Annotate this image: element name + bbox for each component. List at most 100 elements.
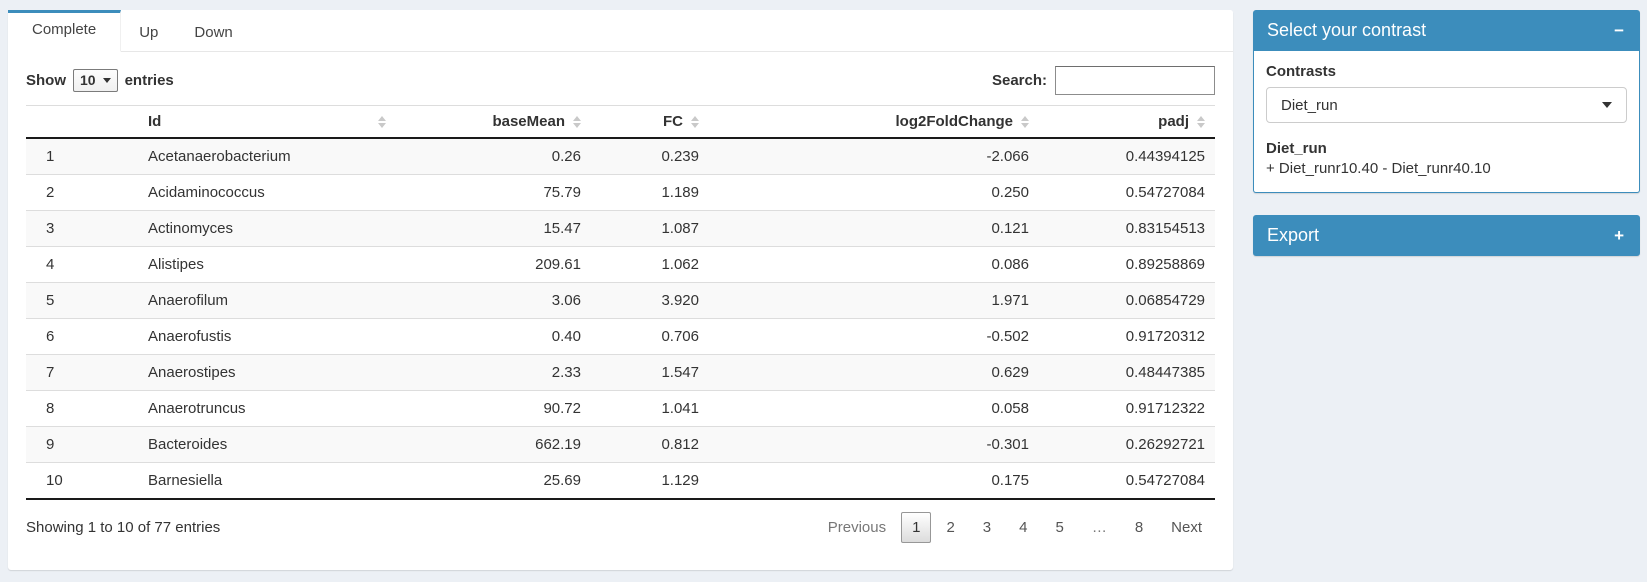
table-footer: Showing 1 to 10 of 77 entries Previous 1… [26,500,1215,549]
table-cell: 1.041 [661,400,699,417]
tab-up[interactable]: Up [139,24,159,41]
sort-icon [1021,115,1029,128]
page-length-control: Show 10 entries [26,69,174,92]
table-cell: 209.61 [535,256,581,273]
pagination-page[interactable]: 8 [1134,519,1144,536]
sidebar: Select your contrast − Contrasts Diet_ru… [1253,10,1640,582]
table-cell: 0.54727084 [1125,184,1205,201]
table-cell: 0.06854729 [1125,292,1205,309]
export-panel-header[interactable]: Export + [1253,214,1640,256]
pagination-next-button[interactable]: Next [1171,519,1202,536]
table-cell: 9 [46,436,55,453]
table-cell: 0.91720312 [1125,328,1205,345]
column-header-log2foldchange[interactable]: log2FoldChange [709,105,1039,139]
pagination-page[interactable]: 2 [946,519,955,536]
column-label: padj [1158,113,1189,130]
table-info: Showing 1 to 10 of 77 entries [26,519,221,536]
pagination-page[interactable]: 4 [1019,519,1028,536]
results-tab-box: Complete Up Down Show 10 entries Se [8,10,1233,570]
table-body: 1 Acetanaerobacterium 0.26 0.239 -2.066 0.443… [26,138,1215,499]
column-header-id[interactable]: Id [98,105,396,139]
table-row[interactable]: 4 Alistipes 209.61 1.062 0.086 0.89258869 [26,246,1215,283]
table-cell: Bacteroides [148,436,228,453]
table-cell: Anaerostipes [148,364,236,381]
results-table: Id baseMean [26,105,1215,500]
sort-icon [378,115,386,128]
table-cell: Actinomyces [148,220,234,237]
table-cell: 2.33 [551,364,581,381]
table-cell: 0.812 [661,436,699,453]
expand-plus-icon[interactable]: + [1614,225,1624,245]
table-cell: Anaerotruncus [148,400,246,417]
column-header-padj[interactable]: padj [1039,105,1215,139]
table-cell: 15.47 [543,220,581,237]
table-header: Id baseMean [26,105,1215,139]
table-row[interactable]: 5 Anaerofilum 3.06 3.920 1.971 0.06854729 [26,282,1215,319]
table-cell: 0.086 [991,256,1029,273]
tab-complete[interactable]: Complete [8,10,122,52]
export-panel-title: Export [1267,224,1320,245]
table-cell: 5 [46,292,55,309]
table-cell: 10 [46,472,63,489]
page-length-select[interactable]: 10 [73,69,118,92]
table-cell: 0.89258869 [1125,256,1205,273]
contrast-detail-formula: + Diet_runr10.40 - Diet_runr40.10 [1266,160,1491,178]
sort-icon [691,115,699,128]
sort-icon [573,115,581,128]
contrast-panel-body: Contrasts Diet_run Diet_run + Diet_runr1… [1253,51,1640,193]
pagination-pages: 1 2 3 4 5 … 8 [899,512,1156,543]
table-cell: 0.26 [551,148,581,165]
table-cell: 0.26292721 [1125,436,1205,453]
table-cell: 3.06 [551,292,581,309]
table-cell: Acetanaerobacterium [148,148,291,165]
table-cell: 0.706 [661,328,699,345]
table-cell: Anaerofilum [148,292,229,309]
table-cell: 0.250 [991,184,1029,201]
column-header-basemean[interactable]: baseMean [396,105,591,139]
table-cell: 1.062 [661,256,699,273]
contrast-detail-title: Diet_run [1266,140,1327,157]
table-row[interactable]: 1 Acetanaerobacterium 0.26 0.239 -2.066 0.443… [26,138,1215,175]
select-caret-icon [1602,102,1612,108]
table-cell: 1.971 [991,292,1029,309]
tab-bar: Complete Up Down [8,10,1233,52]
contrast-panel-header[interactable]: Select your contrast − [1253,10,1640,51]
search-control: Search: [992,66,1215,95]
search-input[interactable] [1055,66,1215,95]
table-cell: 6 [46,328,55,345]
table-row[interactable]: 7 Anaerostipes 2.33 1.547 0.629 0.48447385 [26,354,1215,391]
pagination-page[interactable]: 5 [1055,519,1064,536]
sort-icon [1197,115,1205,128]
table-row[interactable]: 10 Barnesiella 25.69 1.129 0.175 0.54727084 [26,462,1215,500]
pagination: Previous 1 2 3 4 5 … 8 Next [813,512,1215,543]
contrast-select[interactable]: Diet_run [1266,87,1627,123]
tab-down[interactable]: Down [194,24,233,41]
contrast-panel-title: Select your contrast [1267,20,1427,40]
table-cell: 1.547 [661,364,699,381]
column-label: log2FoldChange [895,113,1014,130]
table-cell: 8 [46,400,55,417]
collapse-minus-icon[interactable]: − [1614,21,1624,40]
table-row[interactable]: 2 Acidaminococcus 75.79 1.189 0.250 0.5472708… [26,174,1215,211]
table-cell: 3 [46,220,55,237]
show-label: Show [26,72,66,89]
table-cell: 0.058 [991,400,1029,417]
pagination-ellipsis: … [1091,519,1107,536]
contrasts-label: Contrasts [1266,63,1337,80]
column-header-rownum [26,105,98,139]
pagination-page-current[interactable]: 1 [901,512,932,543]
column-label: Id [148,113,162,130]
pagination-page[interactable]: 3 [982,519,992,536]
table-cell: 0.629 [991,364,1029,381]
table-cell: 0.40 [551,328,581,345]
table-cell: 25.69 [543,472,581,489]
page-length-value: 10 [80,72,96,88]
column-header-fc[interactable]: FC [591,105,709,139]
table-row[interactable]: 9 Bacteroides 662.19 0.812 -0.301 0.26292721 [26,426,1215,463]
table-cell: 1.129 [661,472,699,489]
pagination-previous-button[interactable]: Previous [827,519,887,536]
table-cell: Barnesiella [148,472,223,489]
table-row[interactable]: 6 Anaerofustis 0.40 0.706 -0.502 0.91720312 [26,318,1215,355]
table-row[interactable]: 8 Anaerotruncus 90.72 1.041 0.058 0.91712322 [26,390,1215,427]
table-row[interactable]: 3 Actinomyces 15.47 1.087 0.121 0.83154513 [26,210,1215,247]
